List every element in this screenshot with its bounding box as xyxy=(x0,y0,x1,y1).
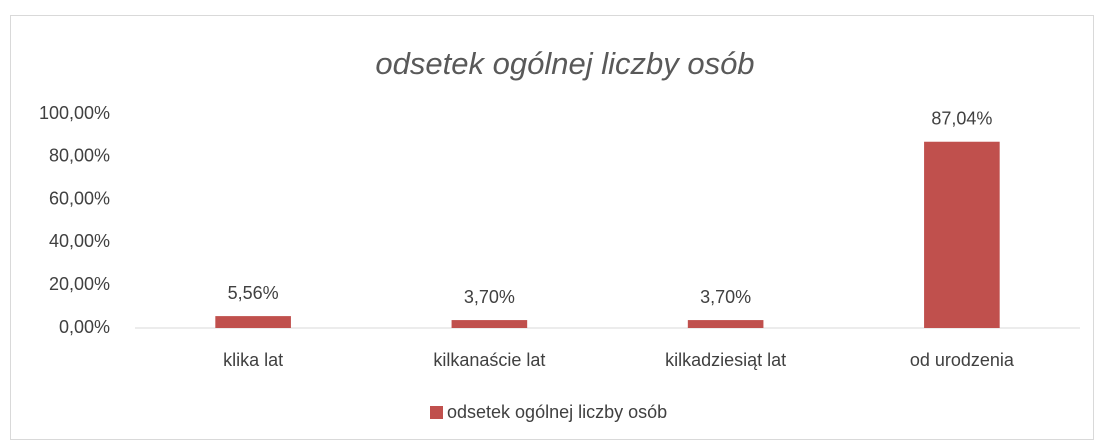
y-tick-label: 40,00% xyxy=(49,231,110,251)
bar xyxy=(687,320,764,328)
data-label: 3,70% xyxy=(700,287,751,307)
y-tick-label: 0,00% xyxy=(59,317,110,337)
legend-swatch xyxy=(430,406,443,419)
x-tick-label: kilkanaście lat xyxy=(433,350,545,370)
y-tick-label: 80,00% xyxy=(49,146,110,166)
y-tick-label: 20,00% xyxy=(49,274,110,294)
legend-label: odsetek ogólnej liczby osób xyxy=(447,402,667,422)
y-tick-label: 60,00% xyxy=(49,188,110,208)
bar xyxy=(215,316,291,328)
bar xyxy=(451,320,528,328)
chart-title: odsetek ogólnej liczby osób xyxy=(375,46,754,81)
y-tick-label: 100,00% xyxy=(39,103,110,123)
x-tick-label: od urodzenia xyxy=(910,350,1015,370)
data-label: 5,56% xyxy=(228,283,279,303)
data-label: 3,70% xyxy=(464,287,515,307)
x-tick-label: klika lat xyxy=(223,350,283,370)
chart-border xyxy=(10,15,1094,440)
x-tick-label: kilkadziesiąt lat xyxy=(665,350,786,370)
data-label: 87,04% xyxy=(931,108,992,128)
bar xyxy=(924,141,1000,328)
